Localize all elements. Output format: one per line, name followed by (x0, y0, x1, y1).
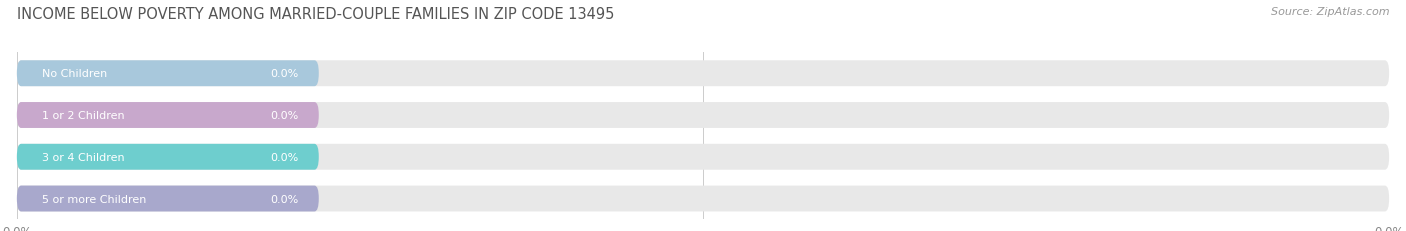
FancyBboxPatch shape (17, 186, 319, 212)
Text: 1 or 2 Children: 1 or 2 Children (42, 110, 124, 121)
FancyBboxPatch shape (17, 103, 319, 128)
Text: 0.0%: 0.0% (270, 194, 298, 204)
Text: INCOME BELOW POVERTY AMONG MARRIED-COUPLE FAMILIES IN ZIP CODE 13495: INCOME BELOW POVERTY AMONG MARRIED-COUPL… (17, 7, 614, 22)
Text: 5 or more Children: 5 or more Children (42, 194, 146, 204)
Text: Source: ZipAtlas.com: Source: ZipAtlas.com (1271, 7, 1389, 17)
Text: 0.0%: 0.0% (270, 152, 298, 162)
FancyBboxPatch shape (17, 61, 1389, 87)
Text: 0.0%: 0.0% (270, 110, 298, 121)
FancyBboxPatch shape (17, 186, 1389, 212)
FancyBboxPatch shape (17, 144, 319, 170)
Text: 3 or 4 Children: 3 or 4 Children (42, 152, 124, 162)
FancyBboxPatch shape (17, 144, 1389, 170)
FancyBboxPatch shape (17, 103, 1389, 128)
Text: 0.0%: 0.0% (270, 69, 298, 79)
Text: No Children: No Children (42, 69, 107, 79)
FancyBboxPatch shape (17, 61, 319, 87)
